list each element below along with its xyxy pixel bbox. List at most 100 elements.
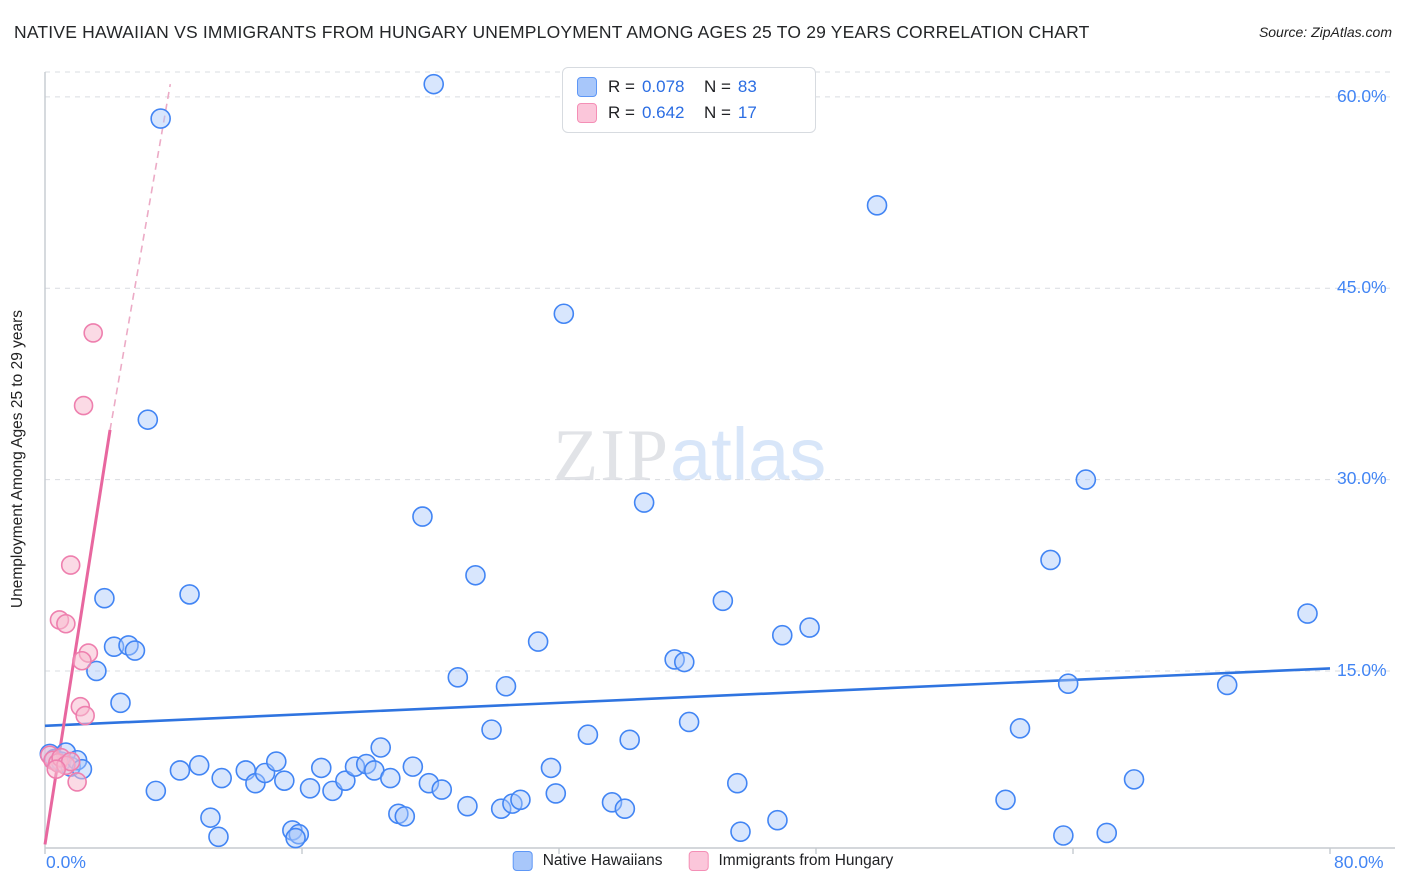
scatter-point-native-hawaiians xyxy=(94,587,115,609)
legend-item-native-hawaiians: Native Hawaiians xyxy=(512,851,663,871)
scatter-point-native-hawaiians xyxy=(380,767,401,789)
scatter-point-native-hawaiians xyxy=(490,798,512,820)
chart-title: NATIVE HAWAIIAN VS IMMIGRANTS FROM HUNGA… xyxy=(14,22,1090,42)
x-tick-0: 0.0% xyxy=(46,852,86,872)
scatter-point-native-hawaiians xyxy=(211,767,232,789)
legend-item-hungary: Immigrants from Hungary xyxy=(688,851,893,871)
scatter-point-native-hawaiians xyxy=(447,667,469,688)
scatter-point-native-hawaiians xyxy=(418,772,440,794)
trend-line-hungary-extension xyxy=(109,84,172,430)
scatter-point-native-hawaiians xyxy=(1123,769,1145,790)
scatter-point-native-hawaiians xyxy=(299,778,321,799)
scatter-point-native-hawaiians xyxy=(412,506,433,527)
scatter-point-native-hawaiians xyxy=(866,195,888,216)
r-label: R = xyxy=(608,77,635,96)
scatter-point-native-hawaiians xyxy=(265,751,287,772)
scatter-point-native-hawaiians xyxy=(179,584,200,605)
legend-label-native-hawaiians: Native Hawaiians xyxy=(542,852,663,869)
scatter-point-native-hawaiians xyxy=(124,640,146,661)
y-tick-45: 45.0% xyxy=(1337,277,1387,297)
scatter-point-native-hawaiians xyxy=(285,827,306,849)
legend-row-hungary: R = 0.642 N = 17 xyxy=(577,103,801,123)
scatter-point-native-hawaiians xyxy=(145,780,167,802)
scatter-point-native-hawaiians xyxy=(619,729,640,751)
scatter-point-native-hawaiians xyxy=(110,692,131,714)
scatter-point-native-hawaiians xyxy=(1009,718,1031,739)
scatter-point-native-hawaiians xyxy=(712,590,734,612)
n-value-hungary: 17 xyxy=(737,103,757,122)
scatter-point-native-hawaiians xyxy=(1053,825,1074,846)
scatter-point-native-hawaiians xyxy=(540,757,562,779)
scatter-point-native-hawaiians xyxy=(545,783,567,804)
correlation-legend-box: R = 0.078 N = 83 R = 0.642 N = 17 xyxy=(562,67,816,133)
legend-swatch-hungary xyxy=(688,851,709,871)
scatter-point-native-hawaiians xyxy=(995,789,1016,811)
scatter-point-native-hawaiians xyxy=(370,737,392,758)
r-label: R = xyxy=(608,103,635,122)
scatter-point-native-hawaiians xyxy=(1096,822,1118,844)
legend-row-native-hawaiians: R = 0.078 N = 83 xyxy=(577,77,801,97)
scatter-point-native-hawaiians xyxy=(730,821,751,842)
scatter-point-native-hawaiians xyxy=(577,724,599,746)
scatter-point-hungary xyxy=(83,323,103,343)
scatter-point-hungary xyxy=(73,395,94,416)
n-value-native-hawaiians: 83 xyxy=(737,77,757,96)
scatter-point-native-hawaiians xyxy=(673,651,695,673)
y-tick-60: 60.0% xyxy=(1337,86,1387,106)
scatter-point-native-hawaiians xyxy=(200,807,221,828)
scatter-point-native-hawaiians xyxy=(394,806,416,827)
scatter-point-native-hawaiians xyxy=(208,826,229,848)
scatter-point-hungary xyxy=(75,705,95,726)
scatter-point-hungary xyxy=(46,759,67,779)
scatter-point-hungary xyxy=(67,772,87,792)
n-label: N = xyxy=(703,77,731,96)
scatter-point-native-hawaiians xyxy=(1057,673,1079,695)
scatter-point-native-hawaiians xyxy=(614,798,636,820)
scatter-point-native-hawaiians xyxy=(103,636,125,658)
scatter-point-native-hawaiians xyxy=(150,108,171,129)
scatter-point-native-hawaiians xyxy=(633,492,655,513)
scatter-point-native-hawaiians xyxy=(601,792,623,813)
y-tick-15: 15.0% xyxy=(1337,660,1387,680)
r-value-hungary: 0.642 xyxy=(641,103,685,122)
scatter-point-native-hawaiians xyxy=(481,719,502,740)
x-tick-80: 80.0% xyxy=(1334,852,1384,872)
source-attribution: Source: ZipAtlas.com xyxy=(1258,24,1392,40)
scatter-point-native-hawaiians xyxy=(510,789,531,811)
scatter-point-native-hawaiians xyxy=(423,73,445,95)
scatter-point-native-hawaiians xyxy=(1216,674,1238,696)
scatter-point-native-hawaiians xyxy=(274,770,295,791)
scatter-point-native-hawaiians xyxy=(335,770,356,791)
scatter-point-native-hawaiians xyxy=(1297,603,1318,624)
scatter-point-native-hawaiians xyxy=(137,409,159,430)
scatter-point-native-hawaiians xyxy=(678,711,700,733)
trend-line-native-hawaiians xyxy=(44,667,1331,728)
r-value-native-hawaiians: 0.078 xyxy=(641,77,685,96)
scatter-point-native-hawaiians xyxy=(169,760,191,781)
scatter-point-native-hawaiians xyxy=(86,660,107,682)
scatter-point-native-hawaiians xyxy=(1040,549,1061,571)
scatter-point-native-hawaiians xyxy=(310,757,332,779)
scatter-point-native-hawaiians xyxy=(431,779,453,800)
scatter-point-hungary xyxy=(56,613,76,634)
legend-label-hungary: Immigrants from Hungary xyxy=(718,852,894,869)
scatter-point-native-hawaiians xyxy=(402,756,424,777)
scatter-point-native-hawaiians xyxy=(726,772,748,794)
scatter-point-native-hawaiians xyxy=(457,795,478,817)
scatter-point-hungary xyxy=(60,555,81,575)
n-label: N = xyxy=(703,103,731,122)
y-tick-30: 30.0% xyxy=(1337,468,1387,488)
scatter-point-native-hawaiians xyxy=(527,631,549,652)
scatter-point-native-hawaiians xyxy=(553,303,575,325)
scatter-point-native-hawaiians xyxy=(188,755,210,776)
scatter-point-native-hawaiians xyxy=(771,624,793,646)
blue-series-swatch xyxy=(577,77,597,97)
scatter-point-native-hawaiians xyxy=(767,809,788,831)
scatter-point-native-hawaiians xyxy=(465,564,486,586)
pink-series-swatch xyxy=(577,103,597,123)
scatter-point-hungary xyxy=(72,650,92,671)
series-legend: Native Hawaiians Immigrants from Hungary xyxy=(512,851,893,871)
scatter-point-native-hawaiians xyxy=(799,617,820,638)
